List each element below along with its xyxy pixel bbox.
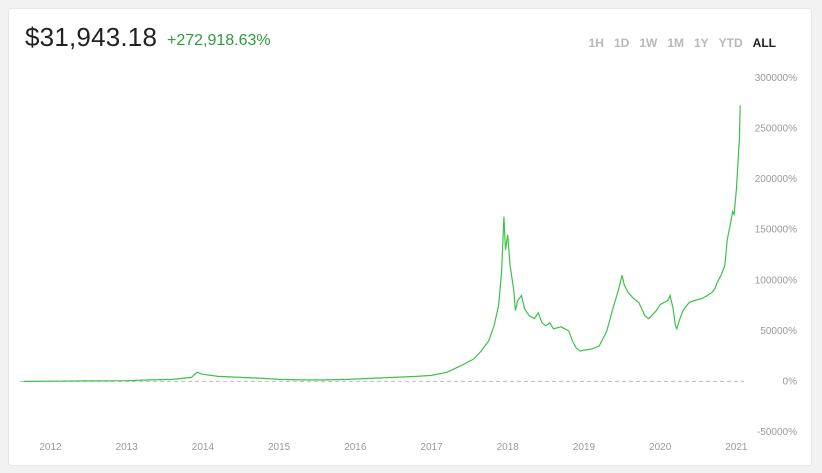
- x-tick-label: 2014: [192, 442, 215, 453]
- range-1h-button[interactable]: 1H: [588, 36, 604, 50]
- y-tick-label: 250000%: [755, 124, 797, 135]
- y-tick-label: -50000%: [757, 427, 797, 438]
- range-1w-button[interactable]: 1W: [639, 36, 658, 50]
- range-1y-button[interactable]: 1Y: [693, 36, 709, 50]
- range-all-button[interactable]: ALL: [752, 36, 776, 50]
- y-tick-label: 50000%: [760, 326, 797, 337]
- time-range-selector: 1H 1D 1W 1M 1Y YTD ALL: [589, 36, 776, 50]
- price-change-percent: +272,918.63%: [167, 32, 271, 49]
- price-chart-card: [8, 8, 812, 466]
- x-tick-label: 2019: [573, 442, 596, 453]
- y-tick-label: 100000%: [755, 275, 797, 286]
- range-1d-button[interactable]: 1D: [613, 36, 630, 50]
- x-tick-label: 2015: [268, 442, 291, 453]
- y-axis-ticks: 300000% 250000% 200000% 150000% 100000% 50000…: [755, 73, 797, 438]
- current-price: $31,943.18: [25, 22, 158, 52]
- x-tick-label: 2021: [725, 442, 748, 453]
- y-tick-label: 0%: [783, 376, 798, 387]
- range-ytd-button[interactable]: YTD: [718, 36, 743, 50]
- y-tick-label: 200000%: [755, 174, 797, 185]
- x-tick-label: 2013: [116, 442, 139, 453]
- x-axis-ticks: 2012 2013 2014 2015 2016 2017 2018 2019 2020 2021: [39, 442, 748, 453]
- x-tick-label: 2016: [344, 442, 367, 453]
- series-line: [23, 105, 741, 382]
- x-tick-label: 2020: [649, 442, 672, 453]
- range-1m-button[interactable]: 1M: [667, 36, 684, 50]
- y-tick-label: 150000%: [755, 225, 797, 236]
- x-tick-label: 2012: [39, 442, 62, 453]
- x-tick-label: 2017: [420, 442, 443, 453]
- y-tick-label: 300000%: [755, 73, 797, 84]
- x-tick-label: 2018: [497, 442, 520, 453]
